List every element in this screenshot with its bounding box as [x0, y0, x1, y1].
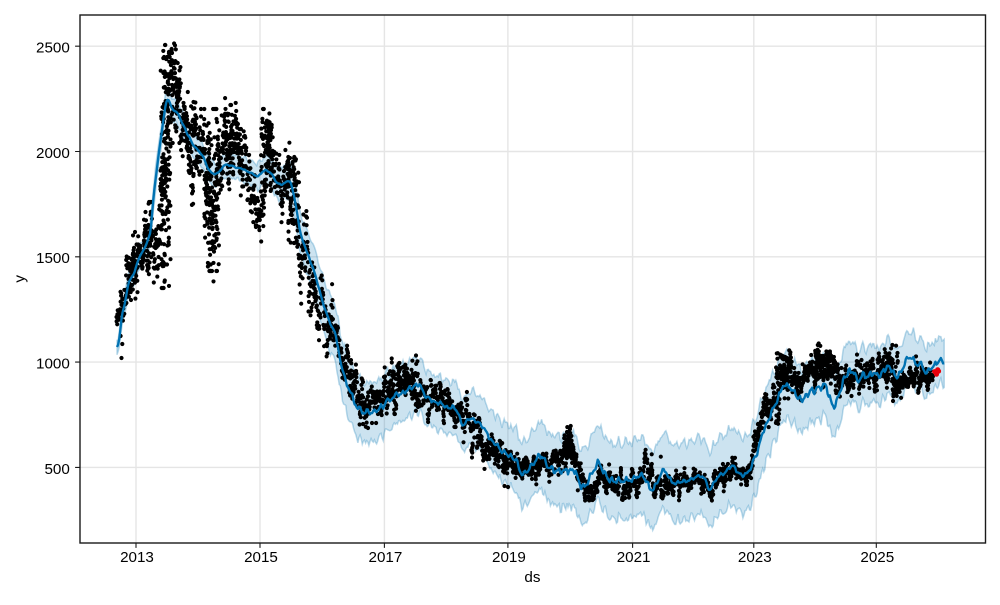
- svg-text:ds: ds: [524, 569, 540, 586]
- svg-text:2000: 2000: [36, 145, 70, 162]
- svg-text:y: y: [11, 275, 28, 283]
- svg-text:2023: 2023: [738, 549, 772, 566]
- svg-text:2021: 2021: [617, 549, 651, 566]
- svg-text:1500: 1500: [36, 250, 70, 267]
- svg-text:2017: 2017: [369, 549, 403, 566]
- svg-text:2013: 2013: [120, 549, 154, 566]
- svg-text:2500: 2500: [36, 40, 70, 57]
- svg-text:2015: 2015: [244, 549, 278, 566]
- svg-text:2019: 2019: [492, 549, 526, 566]
- svg-text:1000: 1000: [36, 356, 70, 373]
- svg-text:500: 500: [44, 461, 69, 478]
- svg-text:2025: 2025: [860, 549, 894, 566]
